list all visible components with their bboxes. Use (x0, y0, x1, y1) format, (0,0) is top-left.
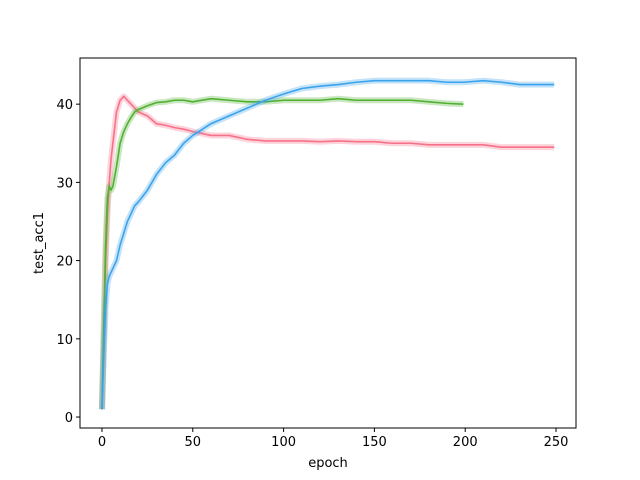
y-tick-label: 0 (65, 411, 73, 426)
x-tick-label: 150 (362, 435, 387, 450)
line (101, 79, 555, 410)
y-tick-label: 10 (56, 333, 73, 348)
y-tick-label: 40 (56, 98, 73, 113)
axes-frame (79, 57, 577, 429)
line-band (98, 93, 555, 410)
x-tick-label: 200 (453, 435, 478, 450)
y-tick-label: 20 (56, 255, 73, 270)
x-tick-label: 250 (544, 435, 569, 450)
x-tick-label: 100 (271, 435, 296, 450)
x-tick-label: 0 (98, 435, 106, 450)
y-axis-label: test_acc1 (32, 212, 47, 274)
line (101, 95, 555, 410)
line-band (98, 77, 555, 410)
x-tick-label: 50 (185, 435, 202, 450)
x-axis-label: epoch (308, 456, 348, 471)
line (101, 97, 464, 410)
y-tick-label: 30 (56, 176, 73, 191)
